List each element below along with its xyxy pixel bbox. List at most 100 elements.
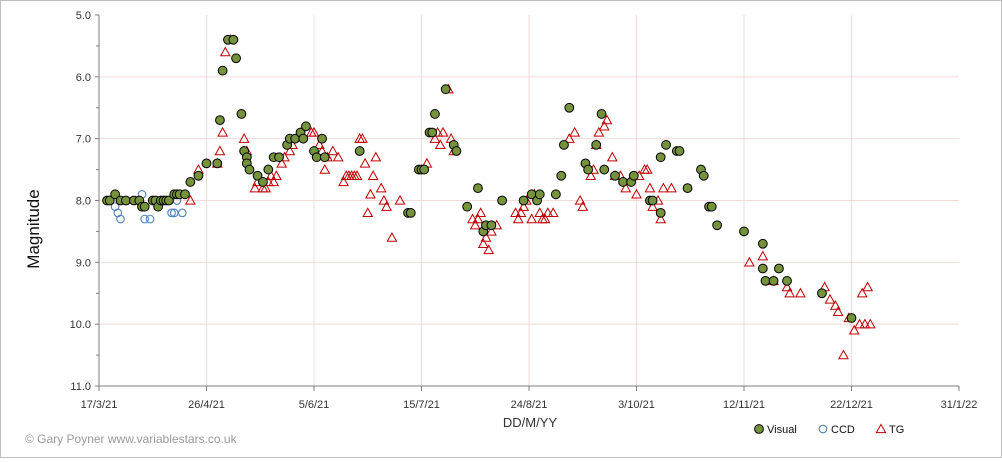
point-tg [655, 213, 667, 224]
point-visual [180, 189, 190, 200]
point-tg [542, 207, 554, 218]
x-tick-label: 31/1/22 [941, 399, 978, 411]
point-tg [308, 126, 320, 137]
point-tg [757, 250, 769, 261]
point-tg [547, 207, 559, 218]
point-visual [518, 195, 529, 206]
point-tg [644, 182, 656, 193]
point-tg [284, 145, 296, 156]
point-tg [313, 139, 325, 150]
point-visual [319, 152, 330, 163]
point-visual [661, 139, 671, 150]
point-tg [394, 194, 406, 205]
y-tick-label: 8.0 [76, 196, 91, 208]
point-tg [647, 201, 659, 211]
point-tg [238, 133, 250, 143]
point-tg [862, 281, 874, 292]
point-visual [760, 275, 771, 286]
legend-label-visual: Visual [767, 424, 797, 436]
point-tg [184, 194, 196, 205]
point-tg [351, 170, 363, 180]
point-tg [327, 145, 339, 156]
point-visual [419, 164, 430, 175]
legend: Visual CCD TG [754, 423, 904, 436]
data-points [102, 34, 876, 360]
legend-marker-ccd [818, 424, 828, 434]
point-visual [104, 195, 115, 206]
point-tg [434, 139, 446, 150]
point-visual [497, 195, 508, 206]
point-tg [367, 170, 379, 180]
point-tg [364, 188, 376, 199]
point-visual [706, 201, 717, 212]
y-tick-label: 10.0 [70, 319, 91, 331]
point-tg [585, 170, 597, 180]
point-visual [120, 195, 131, 206]
point-visual [258, 177, 268, 187]
point-tg [824, 293, 836, 304]
point-visual [774, 263, 784, 274]
point-visual [682, 183, 693, 194]
point-visual [215, 115, 225, 126]
point-visual [298, 133, 309, 144]
point-tg [859, 318, 871, 329]
point-tg [485, 225, 497, 236]
point-tg [480, 231, 492, 242]
point-visual [591, 139, 602, 150]
point-tg [378, 194, 390, 205]
point-tg [665, 182, 677, 193]
point-visual [628, 170, 639, 181]
point-tg [601, 114, 613, 125]
point-visual [486, 220, 497, 231]
legend-marker-visual [754, 424, 764, 434]
point-visual [768, 275, 779, 286]
point-visual [252, 170, 263, 181]
point-visual [405, 207, 416, 218]
point-tg [359, 157, 371, 168]
point-visual [311, 152, 322, 163]
point-visual [430, 109, 440, 119]
point-tg [631, 188, 642, 199]
point-tg [381, 201, 393, 211]
x-axis-label: DD/M/YY [503, 415, 558, 430]
point-visual [534, 189, 545, 200]
point-ccd [145, 214, 155, 224]
point-visual [739, 226, 749, 237]
point-visual [556, 170, 567, 181]
point-ccd [177, 208, 187, 218]
point-tg [512, 213, 524, 224]
point-tg [260, 182, 272, 193]
point-tg [265, 170, 277, 180]
point-tg [510, 207, 522, 218]
point-visual [583, 164, 594, 175]
point-tg [270, 170, 282, 180]
point-visual [110, 189, 121, 200]
point-tg [784, 287, 796, 298]
point-tg [356, 133, 368, 143]
point-tg [593, 126, 605, 137]
point-tg [515, 207, 527, 218]
point-visual [674, 146, 685, 156]
legend-label-tg: TG [889, 424, 904, 436]
point-visual [757, 238, 768, 249]
legend-marker-tg [875, 423, 887, 434]
point-tg [606, 151, 618, 162]
y-tick-label: 6.0 [76, 72, 91, 84]
point-visual [354, 146, 365, 156]
point-tg [472, 213, 484, 224]
point-visual [655, 152, 666, 163]
y-axis-label: Magnitude [24, 189, 43, 268]
point-tg [214, 145, 226, 156]
point-tg [249, 182, 261, 193]
point-visual [599, 164, 610, 175]
point-tg [829, 299, 841, 310]
point-tg [219, 46, 231, 57]
point-visual [231, 53, 241, 64]
y-tick-label: 9.0 [76, 257, 91, 269]
point-visual [236, 109, 247, 119]
point-visual [212, 158, 223, 169]
point-visual [263, 164, 274, 175]
point-tg [375, 182, 387, 193]
copyright-text: © Gary Poyner www.variablestars.co.uk [25, 432, 238, 446]
